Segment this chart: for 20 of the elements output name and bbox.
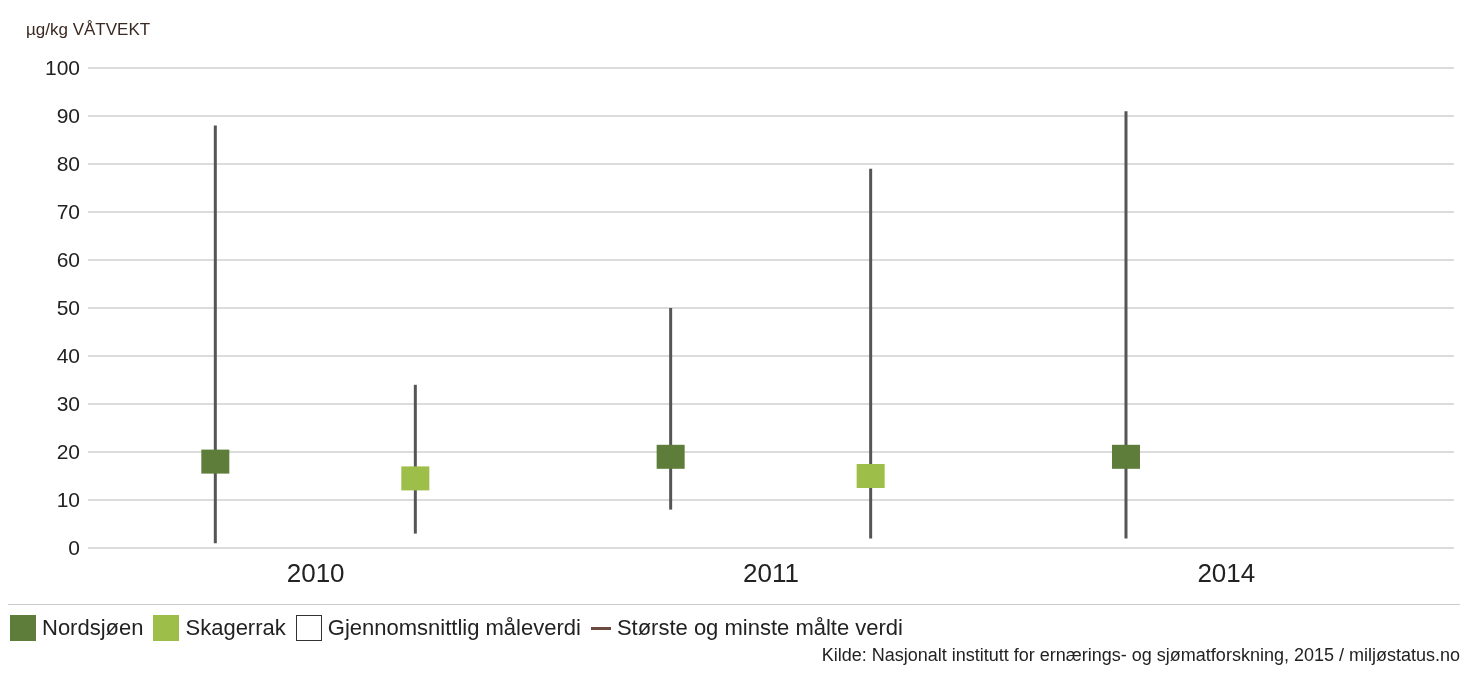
y-tick-label: 90 bbox=[56, 104, 80, 128]
y-axis-title: µg/kg VÅTVEKT bbox=[26, 20, 151, 40]
y-tick-label: 10 bbox=[56, 488, 80, 512]
y-tick-label: 60 bbox=[56, 248, 80, 272]
x-tick-label: 2011 bbox=[743, 558, 799, 589]
text: Største og minste målte verdi bbox=[616, 615, 903, 641]
x-tick-label: 2010 bbox=[286, 558, 345, 589]
x-tick-label: 2014 bbox=[1197, 558, 1256, 589]
legend-label: Nordsjøen bbox=[42, 615, 144, 641]
text: Gjennomsnittlig måleverdi bbox=[327, 615, 581, 641]
y-tick-label: 30 bbox=[56, 392, 80, 416]
y-tick-label: 50 bbox=[56, 296, 80, 320]
y-tick-label: 20 bbox=[56, 440, 80, 464]
y-tick-label: 40 bbox=[56, 344, 80, 368]
y-tick-label: 100 bbox=[44, 56, 80, 80]
y-tick-label: 80 bbox=[56, 152, 80, 176]
legend-label: Skagerrak bbox=[185, 615, 286, 641]
y-tick-label: 70 bbox=[56, 200, 80, 224]
text: Kilde: Nasjonalt institutt for ernærings- og sjømatforskning, 2015 / miljøstatus.no bbox=[820, 645, 1460, 666]
y-tick-label: 0 bbox=[68, 536, 80, 560]
